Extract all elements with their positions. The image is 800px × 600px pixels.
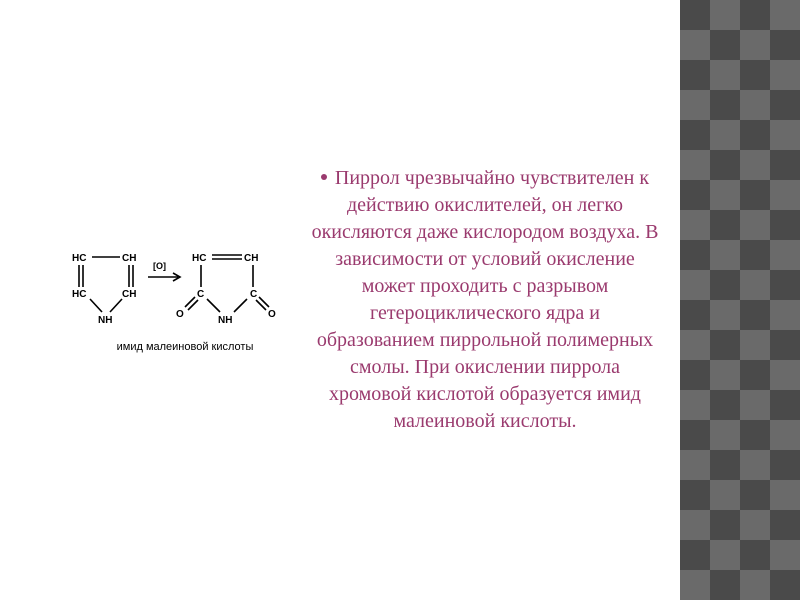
label-p-hc: HC [192, 253, 206, 264]
content-row: HC CH HC CH [0, 0, 680, 600]
label-p-o1: O [176, 309, 184, 320]
body-text-content: Пиррол чрезвычайно чувствителен к действ… [312, 167, 659, 432]
bullet-icon [321, 174, 327, 180]
label-p-o2: O [268, 309, 276, 320]
label-p-c1: C [197, 289, 204, 300]
label-ch: CH [122, 253, 136, 264]
label-p-nh: NH [218, 315, 232, 326]
label-nh: NH [98, 315, 112, 326]
decorative-sidebar [680, 0, 800, 600]
label-p-ch: CH [244, 253, 258, 264]
reaction-diagram: HC CH HC CH [70, 247, 300, 337]
reaction-figure: HC CH HC CH [70, 247, 300, 353]
reaction-caption: имид малеиновой кислоты [117, 341, 254, 353]
label-ch2: CH [122, 289, 136, 300]
label-hc: HC [72, 253, 86, 264]
arrow-label: [O] [153, 261, 166, 271]
label-p-c2: C [250, 289, 257, 300]
body-paragraph: Пиррол чрезвычайно чувствителен к действ… [310, 165, 660, 435]
reaction-column: HC CH HC CH [0, 247, 310, 353]
text-column: Пиррол чрезвычайно чувствителен к действ… [310, 165, 680, 435]
label-hc2: HC [72, 289, 86, 300]
main-content-area: HC CH HC CH [0, 0, 680, 600]
